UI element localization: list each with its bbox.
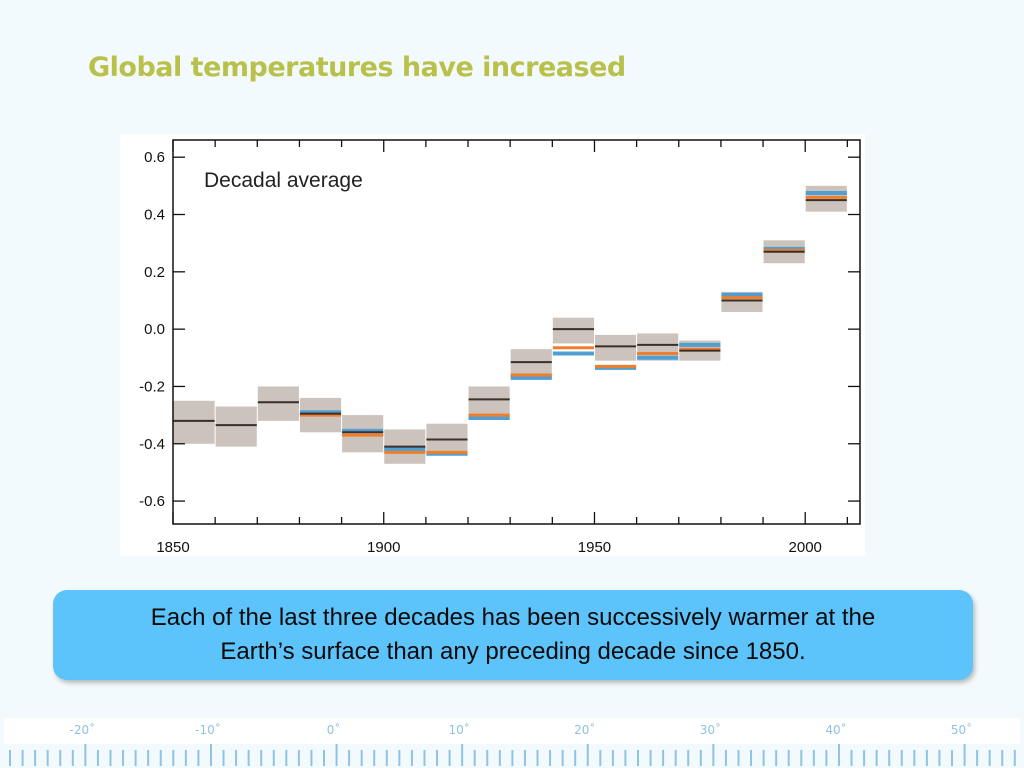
uncertainty-band-1860 bbox=[215, 406, 257, 447]
caption-box: Each of the last three decades has been … bbox=[53, 590, 973, 680]
ruler-label: -20˚ bbox=[70, 722, 96, 737]
temperature-chart: 0.6 0.4 0.2 0.0 -0.2 -0.4 -0.6 1850 1900 1950 2000… bbox=[120, 134, 865, 556]
caption-text: Each of the last three decades has been … bbox=[150, 604, 876, 665]
uncertainty-band-1930 bbox=[510, 349, 552, 378]
ruler-label: 30˚ bbox=[700, 722, 721, 737]
y-tick-label: 0.0 bbox=[144, 321, 165, 338]
y-tick-label: 0.2 bbox=[144, 264, 165, 281]
uncertainty-band-1940 bbox=[552, 317, 594, 344]
y-tick-label: -0.6 bbox=[139, 493, 165, 510]
uncertainty-band-1920 bbox=[468, 386, 510, 416]
uncertainty-band-1950 bbox=[594, 334, 637, 361]
ruler-label: 10˚ bbox=[449, 722, 470, 737]
ruler-label: 0˚ bbox=[327, 722, 341, 737]
plot-frame bbox=[172, 139, 861, 525]
axis-ticks: 0.6 0.4 0.2 0.0 -0.2 -0.4 -0.6 1850 1900 1950 2000 bbox=[139, 140, 860, 556]
ruler-label-strip bbox=[4, 718, 1020, 744]
slide-title: Global temperatures have increased bbox=[88, 52, 626, 83]
chart-title: Decadal average bbox=[204, 169, 363, 192]
y-tick-label: -0.2 bbox=[139, 378, 165, 395]
degree-ruler: -20˚ -10˚ 0˚ 10˚ 20˚ 30˚ 40˚ 50˚ bbox=[4, 718, 1020, 766]
uncertainty-bands bbox=[173, 185, 847, 464]
x-tick-label: 1950 bbox=[578, 539, 611, 556]
uncertainty-band-1870 bbox=[257, 386, 299, 421]
y-tick-label: 0.4 bbox=[144, 207, 165, 224]
ruler-label: 40˚ bbox=[825, 722, 846, 737]
chart-svg: 0.6 0.4 0.2 0.0 -0.2 -0.4 -0.6 1850 1900 1950 2000… bbox=[139, 139, 861, 556]
x-tick-label: 1900 bbox=[367, 539, 400, 556]
decade-lines bbox=[173, 191, 847, 456]
y-tick-label: -0.4 bbox=[139, 436, 165, 453]
x-tick-label: 2000 bbox=[789, 539, 822, 556]
uncertainty-band-1850 bbox=[173, 400, 215, 444]
x-tick-label: 1850 bbox=[156, 539, 189, 556]
ruler-label: -10˚ bbox=[195, 722, 221, 737]
ruler-label: 20˚ bbox=[574, 722, 595, 737]
y-tick-label: 0.6 bbox=[144, 149, 165, 166]
ruler-label: 50˚ bbox=[951, 722, 972, 737]
